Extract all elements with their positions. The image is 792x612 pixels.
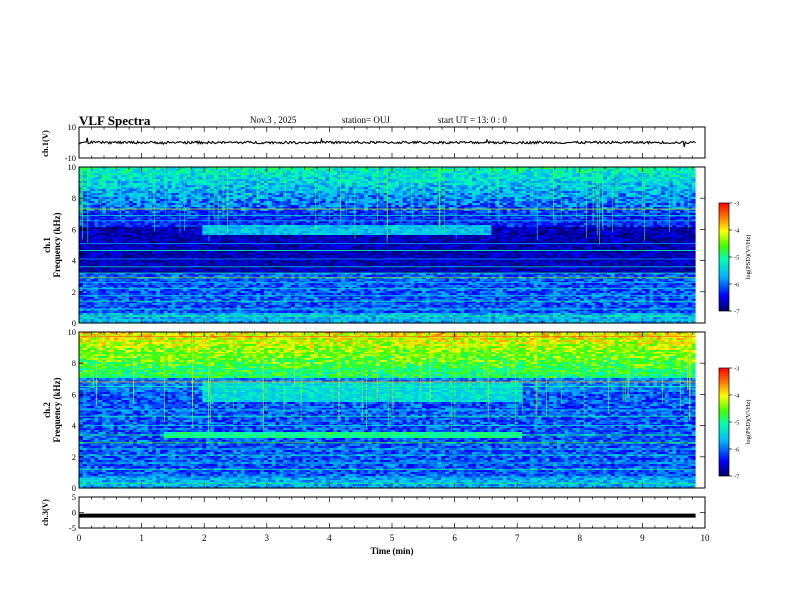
- ch1-colorbar-tick-label: -3: [734, 201, 739, 208]
- ch2-ylabel-channel: ch.2: [42, 402, 52, 418]
- x-tick-label: 7: [515, 533, 520, 543]
- ch1-ylabel-channel: ch.1: [42, 237, 52, 253]
- x-axis-label: Time (min): [370, 546, 413, 556]
- ch1-freq-tick-label: 4: [72, 256, 77, 266]
- panel-frames: [78, 126, 706, 529]
- ch3-wave-ylabel: ch.3(V): [40, 499, 50, 526]
- ch1-colorbar-tick-label: -5: [734, 255, 739, 262]
- ch1-colorbar: [718, 202, 730, 312]
- ch1-freq-tick-label: 6: [72, 224, 76, 234]
- ch1-wave-tick-label: -10: [65, 153, 76, 163]
- ch1-freq-tick-label: 0: [72, 318, 76, 328]
- ch2-colorbar-tick-label: -3: [734, 366, 739, 373]
- ch2-colorbar-label: log(PSD)(V²/Hz): [745, 400, 752, 445]
- x-tick-label: 1: [139, 533, 144, 543]
- ch1-spectrogram: [79, 167, 705, 324]
- date-label: Nov.3 , 2025: [250, 115, 296, 125]
- x-tick-label: 9: [640, 533, 645, 543]
- ch2-freq-tick-label: 0: [72, 483, 76, 493]
- station-label: station= OUJ: [342, 115, 390, 125]
- ch2-freq-tick-label: 4: [72, 421, 77, 431]
- ch1-waveform: [78, 137, 696, 148]
- x-tick-label: 4: [327, 533, 332, 543]
- start-time-label: start UT = 13: 0 : 0: [438, 115, 507, 125]
- x-tick-label: 3: [265, 533, 270, 543]
- ch2-freq-tick-label: 8: [72, 358, 76, 368]
- ch3-wave-tick-label: 5: [72, 492, 76, 502]
- x-tick-label: 0: [77, 533, 82, 543]
- ch2-colorbar: [718, 367, 730, 477]
- x-tick-label: 10: [701, 533, 711, 543]
- colorbars: [718, 202, 732, 477]
- ch1-colorbar-tick-label: -6: [734, 282, 740, 289]
- x-tick-label: 8: [578, 533, 583, 543]
- ch1-freq-tick-label: 8: [72, 193, 76, 203]
- x-tick-label: 2: [202, 533, 207, 543]
- ch2-colorbar-tick-label: -5: [734, 420, 739, 427]
- x-tick-label: 6: [452, 533, 457, 543]
- ch1-freq-tick-label: 10: [68, 162, 77, 172]
- ch3-wave-tick-label: 0: [72, 508, 76, 518]
- ch1-freq-tick-label: 2: [72, 287, 76, 297]
- ch2-colorbar-tick-label: -7: [734, 474, 740, 481]
- chart-title: VLF Spectra: [79, 113, 150, 129]
- ch1-wave-tick-label: 10: [68, 122, 77, 132]
- ch1-ylabel-frequency: Frequency (kHz): [52, 212, 62, 277]
- ch2-colorbar-tick-label: -6: [734, 447, 740, 454]
- ch2-freq-tick-label: 6: [72, 389, 76, 399]
- ch2-colorbar-tick-label: -4: [734, 393, 740, 400]
- ch1-wave-ylabel: ch.1(V): [40, 130, 50, 157]
- ch2-freq-tick-label: 2: [72, 452, 76, 462]
- x-tick-label: 5: [390, 533, 395, 543]
- ch3-wave-tick-label: -5: [69, 523, 76, 533]
- ch2-spectrogram: [79, 332, 705, 489]
- ch1-colorbar-label: log(PSD)(V²/Hz): [745, 235, 752, 280]
- ch1-colorbar-tick-label: -7: [734, 309, 740, 316]
- ch2-freq-tick-label: 10: [68, 327, 77, 337]
- ch1-colorbar-tick-label: -4: [734, 228, 740, 235]
- ch2-ylabel-frequency: Frequency (kHz): [52, 377, 62, 442]
- ch1-trace: [78, 137, 696, 148]
